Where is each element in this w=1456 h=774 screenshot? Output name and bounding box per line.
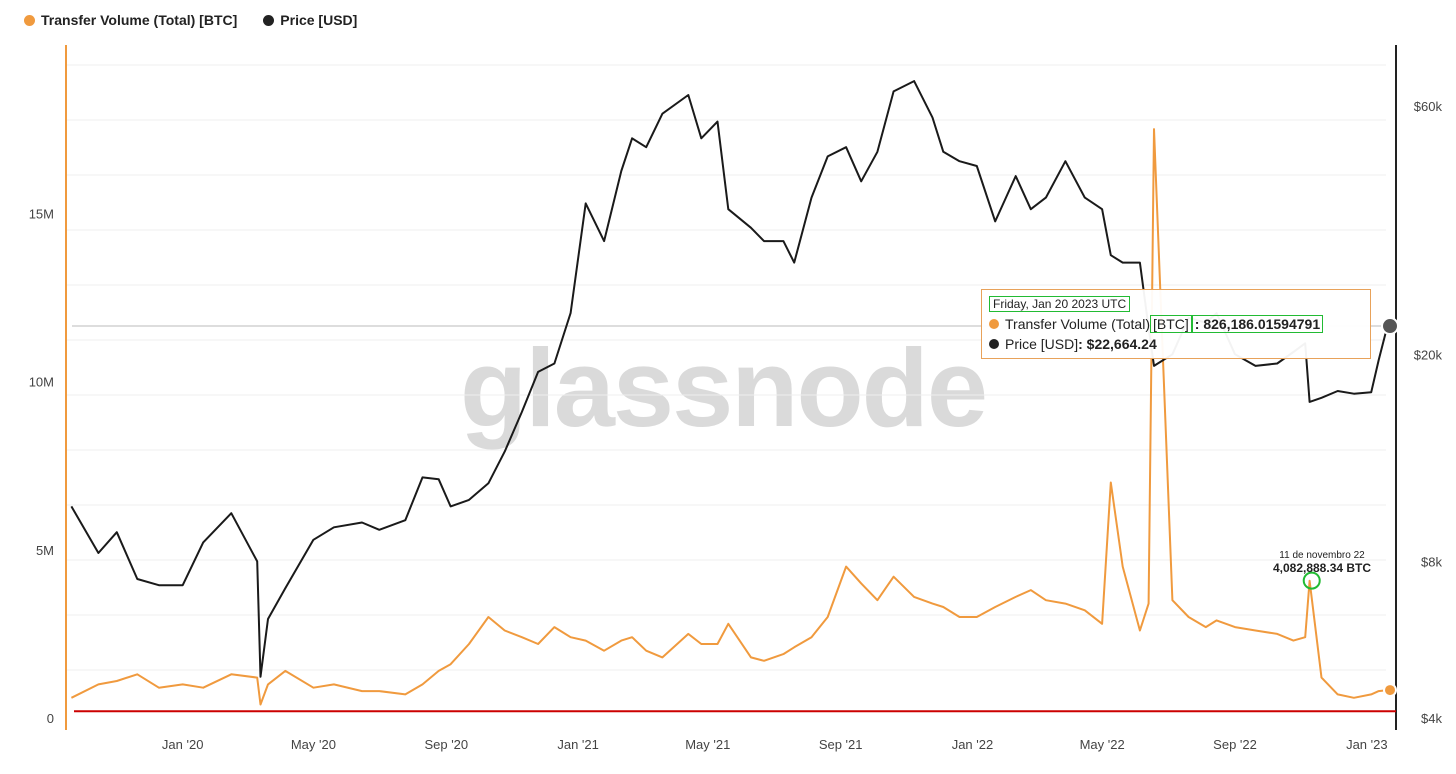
y-right-tick-label: $4k bbox=[1421, 711, 1442, 726]
tooltip-volume-value: : 826,186.01594791 bbox=[1191, 315, 1324, 333]
tooltip-dot-price bbox=[989, 339, 999, 349]
peak-annotation: 11 de novembro 22 4,082,888.34 BTC bbox=[1262, 550, 1382, 575]
x-tick-label: Jan '20 bbox=[162, 737, 204, 752]
legend-label-price: Price [USD] bbox=[280, 12, 358, 28]
watermark: glassnode bbox=[460, 327, 988, 450]
legend-dot-price bbox=[263, 14, 275, 26]
tooltip-dot-volume bbox=[989, 319, 999, 329]
tooltip-row-price: Price [USD]: $22,664.24 bbox=[989, 334, 1363, 354]
x-tick-label: Sep '22 bbox=[1213, 737, 1257, 752]
legend: Transfer Volume (Total) [BTC] Price [USD… bbox=[24, 12, 357, 28]
x-tick-label: Jan '22 bbox=[952, 737, 994, 752]
y-right-tick-label: $8k bbox=[1421, 554, 1442, 569]
y-right-tick-label: $60k bbox=[1414, 99, 1443, 114]
x-tick-label: Jan '23 bbox=[1346, 737, 1388, 752]
x-tick-label: May '20 bbox=[291, 737, 336, 752]
y-left-tick-label: 10M bbox=[29, 375, 54, 390]
x-tick-label: Sep '21 bbox=[819, 737, 863, 752]
tooltip: Friday, Jan 20 2023 UTC Transfer Volume … bbox=[981, 289, 1371, 359]
y-left-tick-label: 5M bbox=[36, 543, 54, 558]
tooltip-price-name: Price [USD] bbox=[1005, 336, 1079, 352]
tooltip-price-value: : $22,664.24 bbox=[1078, 336, 1157, 352]
legend-item-volume[interactable]: Transfer Volume (Total) [BTC] bbox=[24, 12, 237, 28]
tooltip-date: Friday, Jan 20 2023 UTC bbox=[989, 296, 1131, 312]
price-last-point bbox=[1381, 317, 1399, 336]
peak-marker bbox=[1302, 571, 1321, 590]
x-tick-label: Sep '20 bbox=[424, 737, 468, 752]
legend-item-price[interactable]: Price [USD] bbox=[263, 12, 357, 28]
price-series-line bbox=[70, 80, 1389, 678]
x-tick-label: May '22 bbox=[1080, 737, 1125, 752]
y-left-tick-label: 15M bbox=[29, 206, 54, 221]
legend-label-volume: Transfer Volume (Total) [BTC] bbox=[41, 12, 238, 28]
annotation-value: 4,082,888.34 BTC bbox=[1272, 561, 1372, 575]
x-tick-label: Jan '21 bbox=[557, 737, 599, 752]
tooltip-volume-name: Transfer Volume (Total) bbox=[1005, 316, 1150, 332]
y-right-tick-label: $20k bbox=[1414, 347, 1443, 362]
annotation-date: 11 de novembro 22 bbox=[1279, 550, 1365, 561]
y-left-tick-label: 0 bbox=[47, 711, 54, 726]
volume-last-point bbox=[1383, 683, 1397, 698]
x-tick-label: May '21 bbox=[685, 737, 730, 752]
tooltip-volume-unit: [BTC] bbox=[1149, 315, 1192, 333]
legend-dot-volume bbox=[24, 14, 35, 26]
volume-series-line bbox=[70, 128, 1388, 706]
tooltip-row-volume: Transfer Volume (Total) [BTC]: 826,186.0… bbox=[989, 314, 1363, 334]
